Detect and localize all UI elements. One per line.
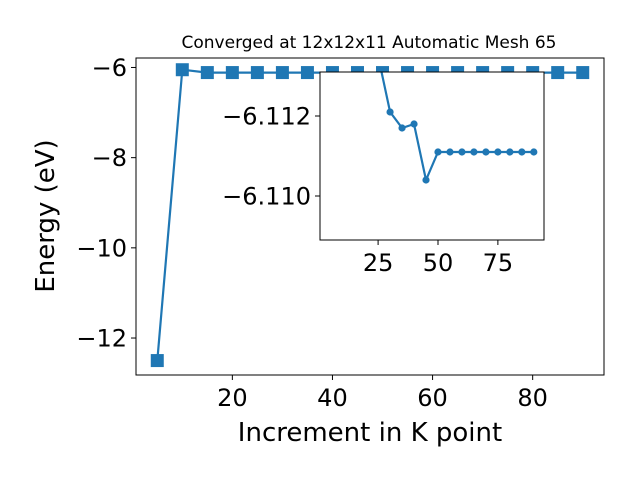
main-data-point (175, 63, 189, 77)
main-data-point (225, 66, 239, 80)
inset-data-point (410, 120, 418, 128)
inset-data-point (530, 148, 538, 156)
main-data-point (200, 66, 214, 80)
y-tick-label: −6.110 (222, 183, 311, 211)
x-tick-label: 80 (517, 384, 548, 412)
x-axis-label: Increment in K point (238, 418, 502, 448)
main-plot-frame (135, 57, 605, 376)
inset-data-point (458, 148, 466, 156)
main-data-point (551, 66, 565, 80)
y-tick-label: −12 (76, 325, 127, 353)
main-data-point (150, 354, 164, 368)
inset-plot-frame (319, 71, 545, 241)
inset-data-point (470, 148, 478, 156)
x-tick-label: 40 (317, 384, 348, 412)
inset-data-point (494, 148, 502, 156)
y-tick-label: −10 (76, 234, 127, 262)
inset-x-ticks: 25 50 75 (363, 240, 513, 277)
inset-data-point (398, 124, 406, 132)
main-data-point (576, 66, 590, 80)
inset-y-ticks: −6.112 −6.110 (222, 103, 320, 211)
inset-data-point (446, 148, 454, 156)
main-x-ticks: 20 40 60 80 (217, 375, 548, 412)
inset-data-point (482, 148, 490, 156)
inset-data-point (422, 176, 430, 184)
x-tick-label: 20 (217, 384, 248, 412)
x-tick-label: 25 (363, 249, 394, 277)
y-tick-label: −6 (92, 54, 127, 82)
inset-data-point (434, 148, 442, 156)
inset-plot-area: −6.112 −6.110 25 50 75 (222, 71, 545, 277)
main-data-point (250, 66, 264, 80)
inset-data-point (506, 148, 514, 156)
inset-data-point (518, 148, 526, 156)
y-axis-label: Energy (eV) (31, 139, 61, 292)
main-data-point (275, 66, 289, 80)
y-tick-label: −8 (92, 144, 127, 172)
x-tick-label: 75 (483, 249, 514, 277)
main-data-point (300, 66, 314, 80)
inset-background (320, 72, 544, 240)
main-y-ticks: −12 −10 −8 −6 (76, 54, 136, 353)
x-tick-label: 50 (423, 249, 454, 277)
chart-title: Converged at 12x12x11 Automatic Mesh 65 (182, 33, 557, 53)
x-tick-label: 60 (417, 384, 448, 412)
inset-series-markers (386, 108, 538, 184)
inset-data-point (386, 108, 394, 116)
y-tick-label: −6.112 (222, 103, 311, 131)
